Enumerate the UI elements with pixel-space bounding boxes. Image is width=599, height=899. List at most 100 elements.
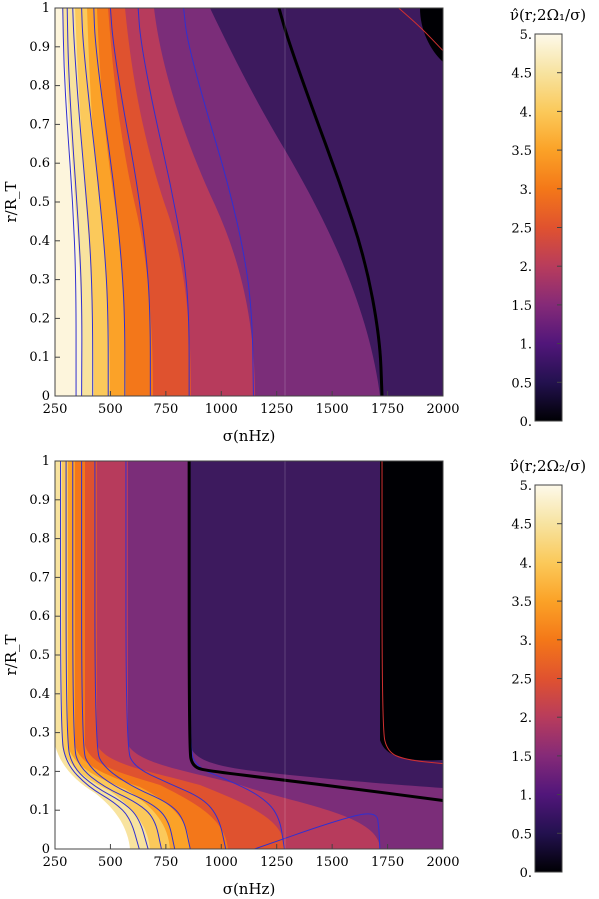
- y-tick-label: 0.8: [29, 79, 50, 94]
- x-axis-label: σ(nHz): [223, 427, 276, 445]
- y-tick-label: 0.3: [29, 273, 50, 288]
- y-tick-label: 0.7: [29, 117, 50, 132]
- contour-line-3: [94, 461, 191, 849]
- contour-lines-bottom: [60, 461, 443, 849]
- x-tick-label: 1750: [371, 855, 404, 870]
- colorbar-ticks: 0. 0.5 1. 1.5 2. 2.5 3. 3.5 4. 4.5 5.: [511, 28, 562, 430]
- x-tick-label: 1250: [260, 855, 293, 870]
- colorbar-tick-label: 2.: [520, 711, 532, 726]
- y-tick-label: 0.1: [29, 803, 50, 818]
- colorbar-tick-label: 4.: [520, 556, 532, 571]
- x-tick-label: 500: [98, 402, 123, 417]
- colorbar-tick-label: 3.: [520, 634, 532, 649]
- contour-line-3-5: [81, 8, 109, 396]
- x-tick-label: 750: [153, 855, 178, 870]
- plot-area-top: [55, 8, 443, 396]
- colorbar-tick-label: 2.5: [511, 222, 532, 237]
- colorbar-tick-label: 0.: [520, 415, 532, 430]
- x-tick-label: 750: [153, 402, 178, 417]
- contour-line-4-5: [65, 461, 149, 849]
- contour-line-3: [93, 8, 126, 396]
- y-tick-label: 0.2: [29, 764, 50, 779]
- x-tick-label: 500: [98, 855, 123, 870]
- colorbar-tick-label: 0.5: [511, 827, 532, 842]
- x-tick-label: 2000: [426, 402, 459, 417]
- y-tick-label: 0.5: [29, 648, 50, 663]
- colorbar-tick-label: 3.5: [511, 595, 532, 610]
- colorbar-label: ν̂(r;2Ω₁/σ): [510, 6, 586, 24]
- contour-line-2: [137, 8, 190, 396]
- contour-line-5: [62, 8, 77, 396]
- x-tick-label: 1250: [260, 402, 293, 417]
- x-tick-label: 1750: [371, 402, 404, 417]
- colorbar-tick-label: 0.5: [511, 376, 532, 391]
- y-tick-label: 1: [42, 1, 50, 16]
- y-tick-label: 0.9: [29, 40, 50, 55]
- region-level-1-5-bottom: [55, 461, 443, 849]
- y-tick-label: 0: [42, 842, 50, 857]
- colorbar-tick-label: 2.5: [511, 673, 532, 688]
- contour-line-1: [187, 461, 443, 802]
- x-tick-label: 2000: [426, 855, 459, 870]
- colorbar-tick-label: 4.5: [511, 67, 532, 82]
- x-axis-label: σ(nHz): [223, 880, 276, 898]
- region-level-0-5: [420, 8, 443, 62]
- y-tick-label: 0: [42, 389, 50, 404]
- y-tick-label: 0.1: [29, 350, 50, 365]
- contour-line-4: [72, 8, 94, 396]
- contour-lines-top: [62, 8, 443, 396]
- y-tick-label: 0.4: [29, 234, 50, 249]
- x-tick-label: 250: [43, 855, 68, 870]
- contour-line-1-5: [183, 8, 254, 396]
- contour-line-1: [277, 8, 384, 396]
- colorbar-tick-label: 1.: [520, 338, 532, 353]
- y-tick-label: 0.5: [29, 195, 50, 210]
- contour-line-4: [72, 461, 162, 849]
- colorbar-ticks: 0. 0.5 1. 1.5 2. 2.5 3. 3.5 4. 4.5 5.: [511, 479, 562, 881]
- colorbar-tick-label: 1.5: [511, 750, 532, 765]
- colorbar-label: ν̂(r;2Ω₂/σ): [510, 457, 586, 475]
- colorbar-tick-label: 1.: [520, 789, 532, 804]
- x-tick-label: 250: [43, 402, 68, 417]
- contour-line-2-5: [109, 8, 151, 396]
- colorbar-tick-label: 3.5: [511, 144, 532, 159]
- contour-line-0-5: [381, 461, 443, 765]
- region-level-0-5: [380, 461, 443, 761]
- colorbar-tick-label: 5.: [520, 28, 532, 43]
- y-tick-label: 0.6: [29, 609, 50, 624]
- y-tick-label: 0.7: [29, 570, 50, 585]
- colorbar-tick-label: 1.5: [511, 299, 532, 314]
- y-tick-label: 1: [42, 454, 50, 469]
- contour-plot-bottom: 250 500 750 1000 1250 1500 1750 200000.10.20.30…: [2, 454, 586, 898]
- y-tick-label: 0.6: [29, 156, 50, 171]
- x-tick-label: 1500: [316, 855, 349, 870]
- y-tick-label: 0.9: [29, 493, 50, 508]
- contour-line-0-5: [398, 8, 443, 52]
- y-tick-label: 0.8: [29, 532, 50, 547]
- contour-plot-top: 250 500 750 1000 1250 1500 1750 200000.10.20.30…: [2, 1, 586, 445]
- y-axis-label: r/R_T: [2, 634, 20, 675]
- contour-line-3-5: [81, 461, 176, 849]
- region-level-4-5: [55, 8, 82, 396]
- colorbar-tick-label: 3.: [520, 183, 532, 198]
- plot-area-bottom: [55, 461, 443, 849]
- contour-line-2-5: [125, 461, 227, 849]
- y-tick-label: 0.3: [29, 726, 50, 741]
- colorbar-tick-label: 5.: [520, 479, 532, 494]
- axes-top: 250 500 750 1000 1250 1500 1750 2000 0 0.1 0.2 0.3 0…: [29, 1, 459, 417]
- contour-line-4-5: [66, 8, 83, 396]
- x-tick-label: 1000: [205, 855, 238, 870]
- y-tick-label: 0.4: [29, 687, 50, 702]
- y-axis-label: r/R_T: [2, 181, 20, 222]
- x-tick-label: 1000: [205, 402, 238, 417]
- contour-line-5: [60, 461, 140, 849]
- colorbar-tick-label: 0.: [520, 866, 532, 881]
- region-level-5-0: [55, 745, 130, 849]
- colorbar-top: ν̂(r;2Ω₁/σ) 0. 0.5 1. 1.5 2. 2.5 3. 3.5 4. 4.5 5.: [510, 6, 586, 430]
- colorbar-tick-label: 4.: [520, 105, 532, 120]
- contour-line-1-5: [254, 813, 381, 849]
- y-tick-label: 0.2: [29, 311, 50, 326]
- colorbar-tick-label: 4.5: [511, 518, 532, 533]
- x-tick-label: 1500: [316, 402, 349, 417]
- axes-bottom: 250 500 750 1000 1250 1500 1750 2000 0 0.1 0.2 0.3 0…: [29, 454, 459, 870]
